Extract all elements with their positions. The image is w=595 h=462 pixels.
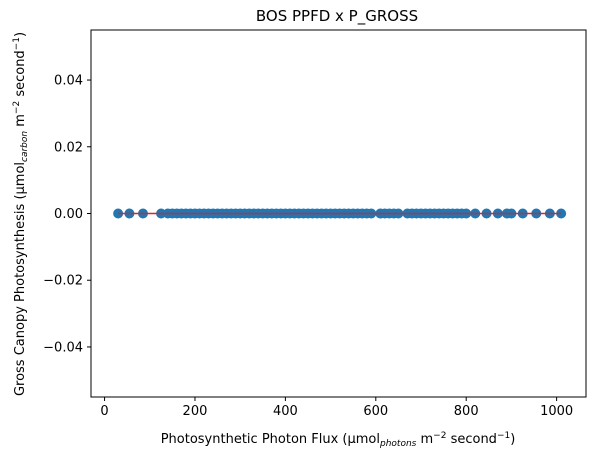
plot-area: [113, 208, 567, 219]
y-tick-label: −0.02: [43, 274, 83, 289]
y-tick-label: 0.00: [54, 207, 83, 222]
x-tick-label: 0: [100, 404, 108, 419]
y-tick-label: 0.02: [54, 140, 83, 155]
x-tick-label: 200: [183, 404, 208, 419]
chart-title: BOS PPFD x P_GROSS: [256, 7, 418, 26]
x-axis-ticks: 0 200 400 600 800 1000: [100, 397, 573, 419]
x-tick-label: 600: [363, 404, 388, 419]
y-axis-ticks: −0.04 −0.02 0.00 0.02 0.04: [43, 74, 91, 355]
x-axis-label: Photosynthetic Photon Flux (µmolphotons …: [161, 431, 516, 449]
y-tick-label: −0.04: [43, 340, 83, 355]
x-tick-label: 1000: [540, 404, 573, 419]
x-tick-label: 800: [454, 404, 479, 419]
x-tick-label: 400: [273, 404, 298, 419]
y-axis-label: Gross Canopy Photosynthesis (µmolcarbon …: [12, 32, 30, 396]
y-tick-label: 0.04: [54, 74, 83, 89]
